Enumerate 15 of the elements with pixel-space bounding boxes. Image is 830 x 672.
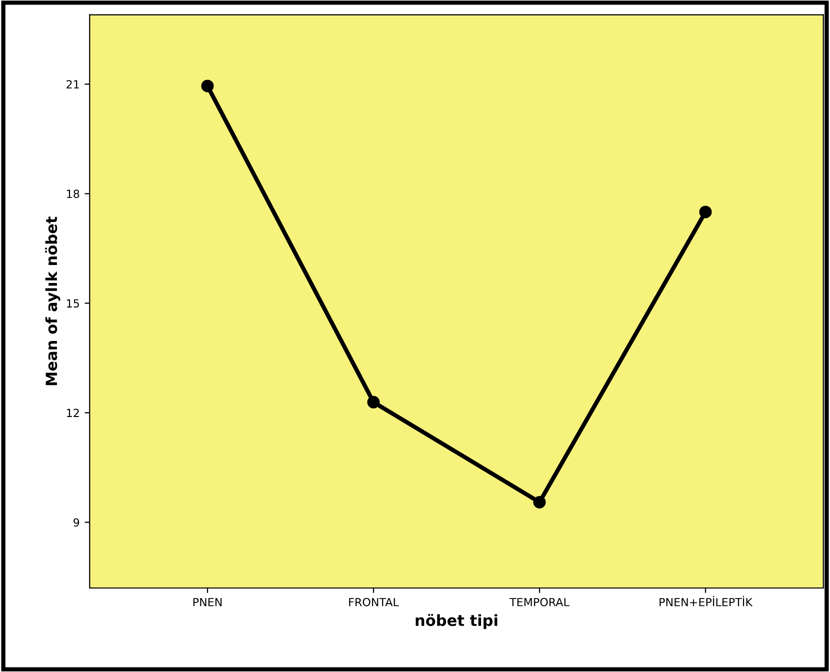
x-tick-label: TEMPORAL: [510, 598, 570, 606]
point: [201, 80, 214, 92]
point: [533, 496, 546, 508]
x-tick-label: PNEN+EPİLEPTİK: [660, 596, 753, 606]
y-axis-title: Mean of aylık nöbet: [45, 216, 60, 386]
x-tick-label: FRONTAL: [349, 598, 399, 606]
x-tick-label: PNEN: [193, 598, 222, 606]
y-tick-label: 12: [67, 408, 79, 417]
y-tick-label: 15: [67, 299, 79, 308]
x-axis-title: nöbet tipi: [416, 614, 498, 630]
point: [367, 396, 380, 408]
y-tick-label: 18: [67, 190, 80, 198]
y-tick-label: 21: [66, 80, 79, 88]
point: [699, 206, 712, 218]
y-tick-label: 9: [74, 518, 80, 527]
